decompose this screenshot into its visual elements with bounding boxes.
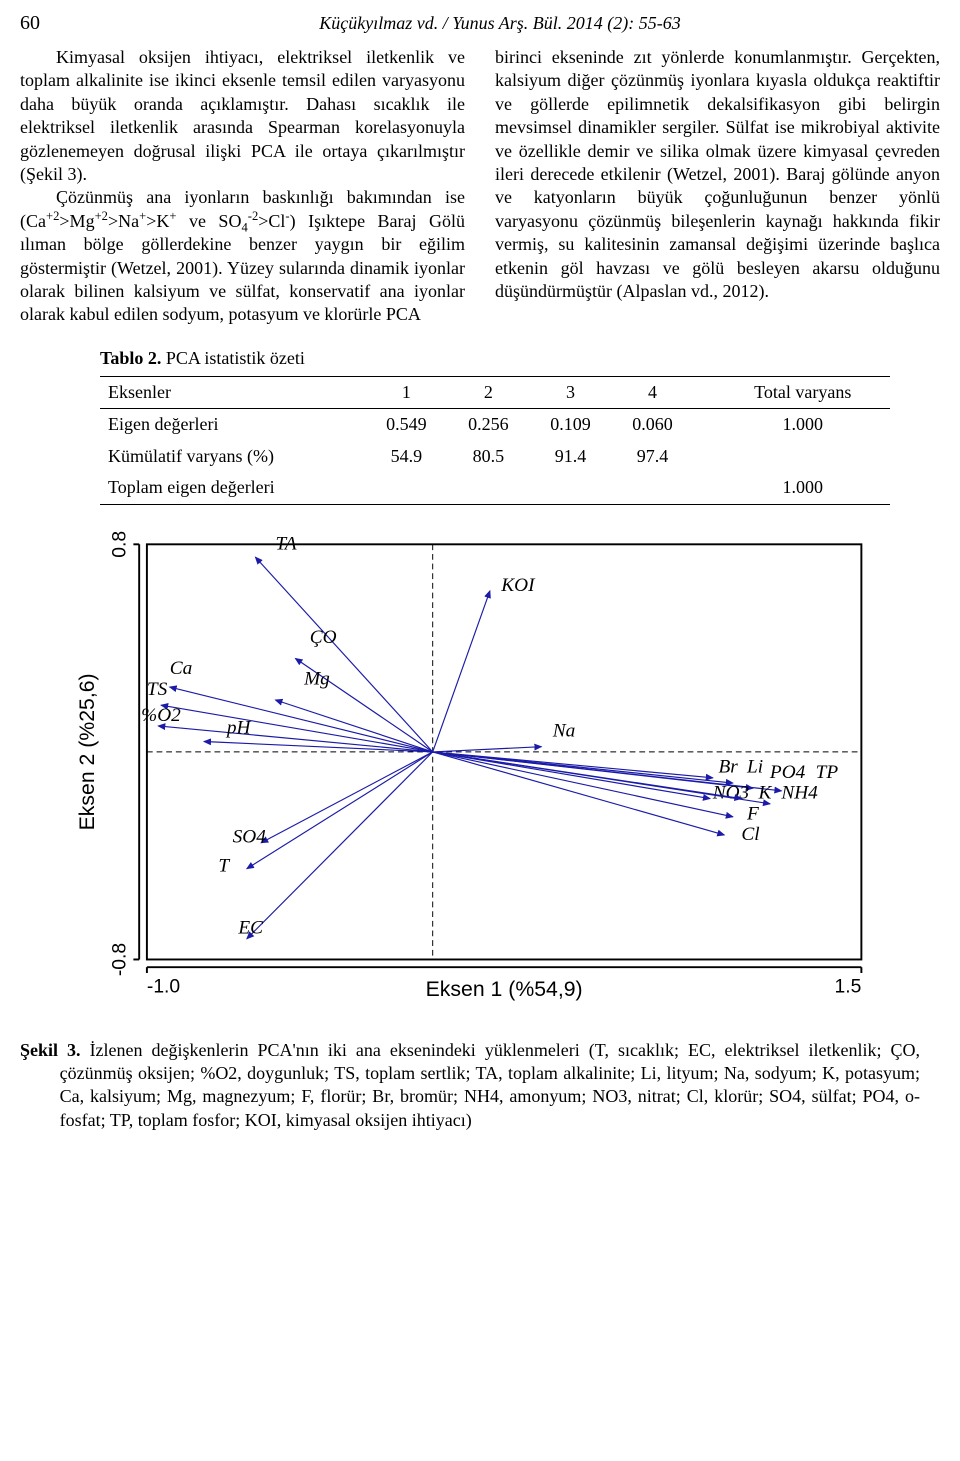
svg-text:Ca: Ca <box>170 658 193 679</box>
svg-text:SO4: SO4 <box>233 826 267 847</box>
svg-text:TA: TA <box>276 533 297 554</box>
svg-text:-0.8: -0.8 <box>110 942 131 975</box>
svg-text:T: T <box>218 855 230 876</box>
left-column: Kimyasal oksijen ihtiyacı, elektriksel i… <box>20 46 465 327</box>
body-columns: Kimyasal oksijen ihtiyacı, elektriksel i… <box>20 46 940 327</box>
figure-caption: Şekil 3. İzlenen değişkenlerin PCA'nın i… <box>20 1039 920 1133</box>
body-paragraph: Kimyasal oksijen ihtiyacı, elektriksel i… <box>20 46 465 186</box>
table-row: Kümülatif varyans (%) 54.9 80.5 91.4 97.… <box>100 441 890 472</box>
svg-text:EC: EC <box>237 917 264 938</box>
svg-text:0.8: 0.8 <box>110 531 131 558</box>
body-paragraph: birinci ekseninde zıt yönlerde konumlanm… <box>495 46 940 303</box>
svg-text:F: F <box>746 803 759 824</box>
table-row: Eigen değerleri 0.549 0.256 0.109 0.060 … <box>100 409 890 441</box>
svg-text:ÇO: ÇO <box>310 627 337 648</box>
svg-text:NO3: NO3 <box>712 782 749 803</box>
table-header: 4 <box>612 377 694 409</box>
table-caption: Tablo 2. PCA istatistik özeti <box>100 347 890 370</box>
pca-biplot: -0.8 0.8 Eksen 2 (%25,6) -1.0 1.5 Eksen 1 (%5… <box>60 525 900 1027</box>
table-header: Eksenler <box>100 377 365 409</box>
table-row: Toplam eigen değerleri 1.000 <box>100 472 890 504</box>
svg-text:Mg: Mg <box>303 668 330 689</box>
table-header: Total varyans <box>694 377 890 409</box>
table-header: 1 <box>365 377 447 409</box>
pca-table-block: Tablo 2. PCA istatistik özeti Eksenler 1… <box>100 347 890 505</box>
table-header: 2 <box>447 377 529 409</box>
svg-text:NH4: NH4 <box>780 782 818 803</box>
svg-text:TP: TP <box>816 761 839 782</box>
svg-text:Eksen 1 (%54,9): Eksen 1 (%54,9) <box>426 977 583 1001</box>
pca-biplot-svg: -0.8 0.8 Eksen 2 (%25,6) -1.0 1.5 Eksen 1 (%5… <box>60 525 900 1027</box>
svg-text:1.5: 1.5 <box>835 976 862 997</box>
body-paragraph: Çözünmüş ana iyonların baskınlığı bakımı… <box>20 186 465 326</box>
table-header-row: Eksenler 1 2 3 4 Total varyans <box>100 377 890 409</box>
svg-text:PO4: PO4 <box>769 761 806 782</box>
svg-text:-1.0: -1.0 <box>147 976 180 997</box>
svg-text:KOI: KOI <box>500 575 536 596</box>
svg-text:pH: pH <box>225 717 252 738</box>
running-header: 60 Küçükyılmaz vd. / Yunus Arş. Bül. 201… <box>20 10 940 36</box>
table-header: 3 <box>529 377 611 409</box>
svg-text:Cl: Cl <box>741 824 759 845</box>
svg-text:Br: Br <box>718 756 738 777</box>
svg-text:Li: Li <box>746 756 763 777</box>
svg-text:%O2: %O2 <box>141 704 181 725</box>
pca-table: Eksenler 1 2 3 4 Total varyans Eigen değ… <box>100 376 890 505</box>
svg-text:Na: Na <box>552 720 576 741</box>
svg-text:K: K <box>757 782 772 803</box>
svg-text:TS: TS <box>147 678 168 699</box>
running-title: Küçükyılmaz vd. / Yunus Arş. Bül. 2014 (… <box>60 12 940 35</box>
right-column: birinci ekseninde zıt yönlerde konumlanm… <box>495 46 940 327</box>
svg-text:Eksen 2 (%25,6): Eksen 2 (%25,6) <box>75 673 99 830</box>
page-number: 60 <box>20 10 60 36</box>
